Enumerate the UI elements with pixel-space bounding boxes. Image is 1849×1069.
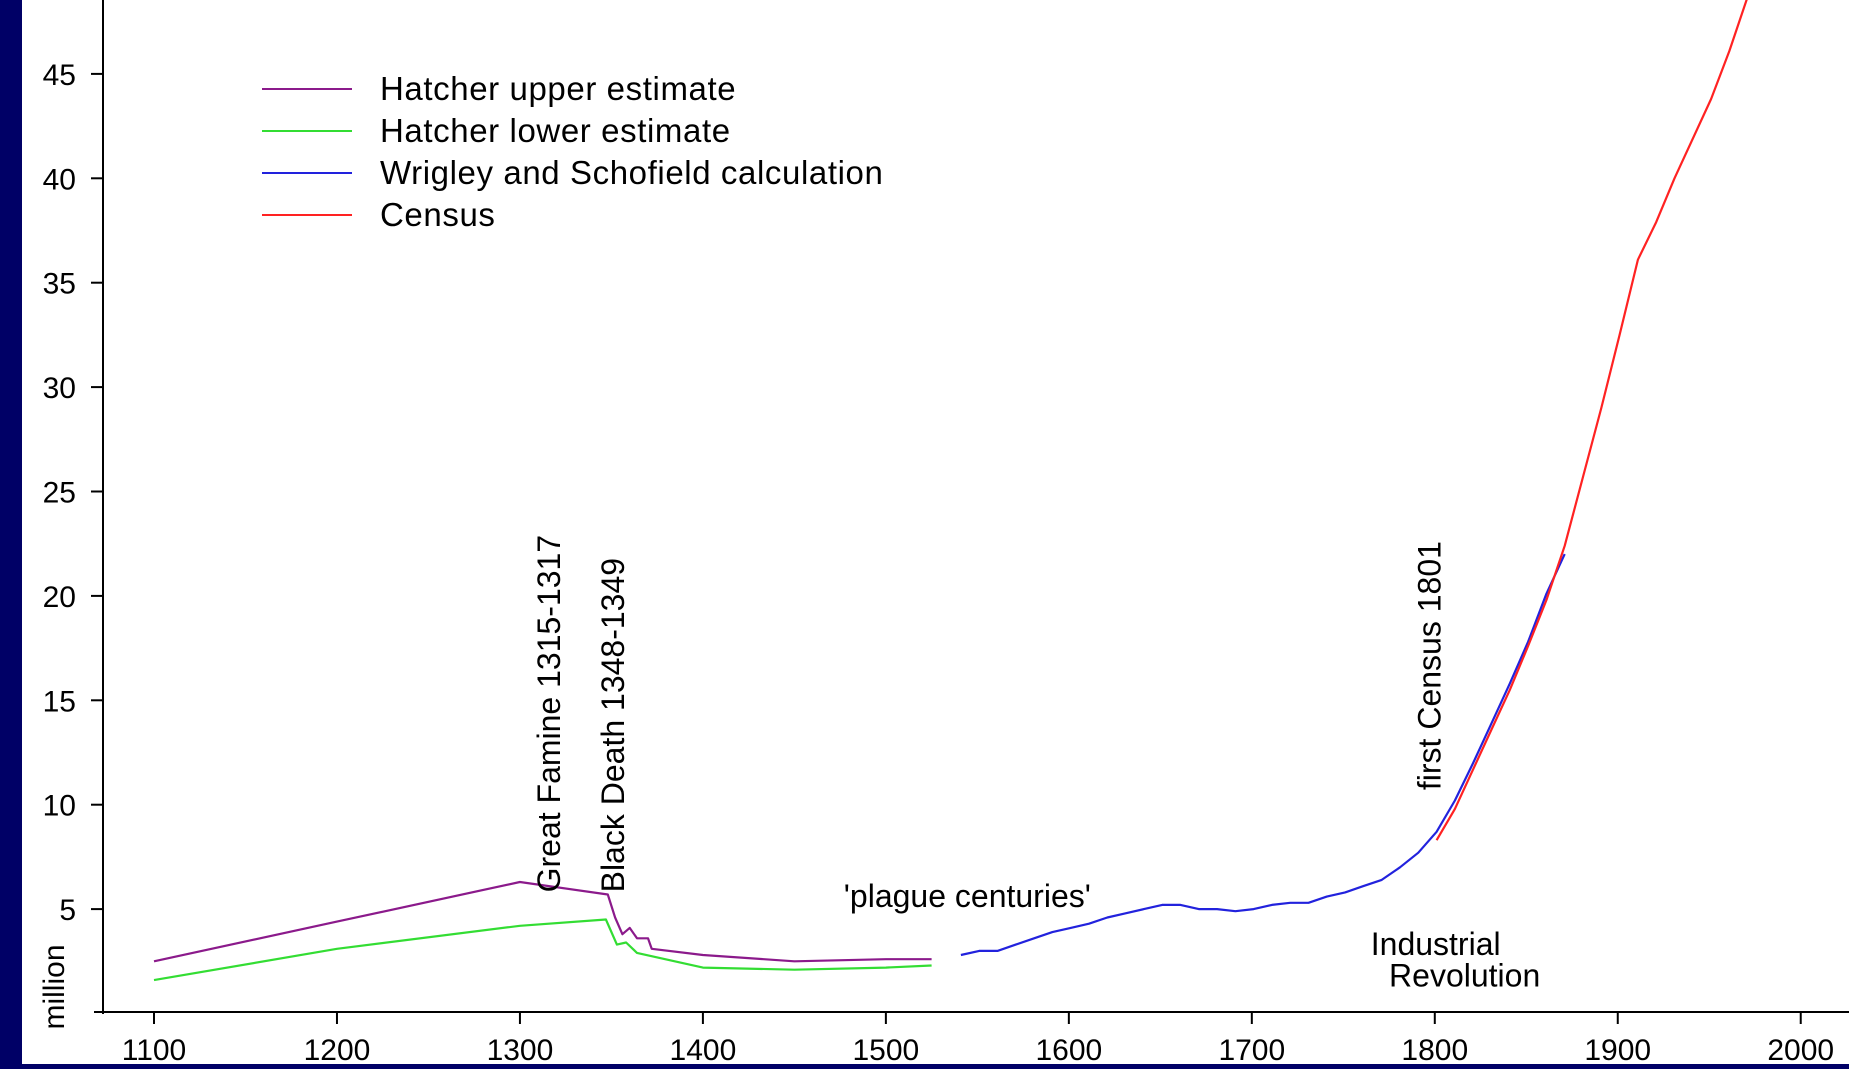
series-line-3 <box>960 553 1566 957</box>
series-line-1 <box>153 880 932 963</box>
annotation-label: first Census 1801 <box>1411 541 1447 790</box>
y-tick-label: 30 <box>43 372 76 405</box>
legend-label: Hatcher upper estimate <box>380 70 736 107</box>
x-tick-label: 1500 <box>853 1034 920 1064</box>
y-tick-label: 35 <box>43 268 76 301</box>
annotation-label: 'plague centuries' <box>844 878 1091 914</box>
series-line-4 <box>1435 0 1748 841</box>
x-tick-label: 1400 <box>670 1034 737 1064</box>
annotations: Great Famine 1315-1317 Black Death 1348-1… <box>531 535 1540 994</box>
legend: Hatcher upper estimate Hatcher lower esti… <box>262 70 883 233</box>
plot-background <box>22 0 1849 1064</box>
annotation-label: Black Death 1348-1349 <box>595 558 631 892</box>
y-tick-label: 40 <box>43 163 76 196</box>
x-tick-label: 1100 <box>122 1034 187 1064</box>
annotation-label: Industrial <box>1371 926 1501 962</box>
y-tick-label: 25 <box>43 477 76 510</box>
x-tick-label: 1200 <box>304 1034 371 1064</box>
axes: 5 10 15 20 25 30 35 40 45 1100 1200 1300 1400 1500 160… <box>38 0 1849 1067</box>
x-tick-label: 1600 <box>1035 1034 1102 1064</box>
x-tick-label: 1300 <box>487 1034 554 1064</box>
legend-label: Hatcher lower estimate <box>380 112 731 149</box>
legend-label: Census <box>380 196 496 233</box>
y-tick-label: 5 <box>59 894 76 927</box>
y-tick-label: 45 <box>43 59 76 92</box>
annotation-label: Revolution <box>1389 957 1540 993</box>
y-tick-label: 15 <box>43 685 76 718</box>
x-tick-label: 2000 <box>1767 1034 1834 1064</box>
x-tick-label: 1900 <box>1584 1034 1651 1064</box>
series-line-2 <box>153 918 932 982</box>
y-tick-label: 20 <box>43 581 76 614</box>
series-lines <box>153 0 1748 982</box>
y-axis-label: million <box>38 944 71 1029</box>
y-tick-label: 10 <box>43 790 76 823</box>
annotation-label: Great Famine 1315-1317 <box>531 535 567 893</box>
x-tick-label: 1700 <box>1218 1034 1285 1064</box>
legend-label: Wrigley and Schofield calculation <box>380 154 883 191</box>
x-tick-label: 1800 <box>1401 1034 1468 1064</box>
